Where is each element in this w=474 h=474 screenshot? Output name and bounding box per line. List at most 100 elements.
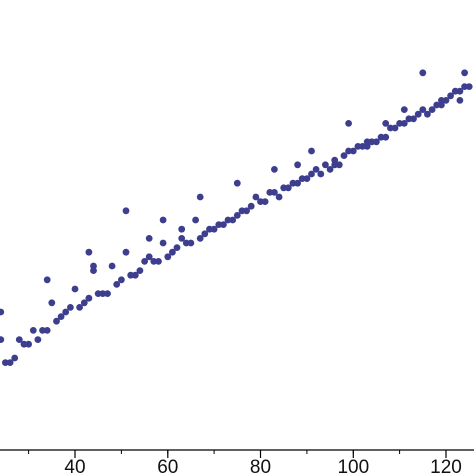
data-point [284,184,292,192]
x-tick-label: 80 [250,457,271,474]
data-point [187,239,195,247]
data-point [43,327,51,334]
data-point [0,336,5,343]
x-tick-label: 40 [64,457,85,474]
data-point [261,198,269,206]
data-point [71,285,79,293]
data-point [410,115,417,123]
data-point [178,225,186,233]
data-point [122,207,130,215]
data-point [85,248,93,256]
data-point [99,290,107,297]
data-point [0,308,5,316]
data-point [382,120,390,127]
data-point [391,124,399,132]
x-tick-label: 100 [337,457,369,474]
data-point [141,258,149,265]
data-point [169,248,176,256]
data-point [382,133,390,141]
data-point [210,225,218,233]
data-point [233,212,241,219]
data-point [25,340,32,348]
data-point [461,69,468,77]
data-point [363,138,371,146]
data-point [108,262,116,270]
data-point [456,97,464,104]
data-point [113,281,121,288]
data-point [456,87,464,95]
data-point [2,359,9,366]
data-point [39,327,46,334]
data-point [145,235,153,242]
data-point [424,110,431,118]
data-point [400,106,408,113]
data-point [159,239,167,247]
data-point [29,327,37,334]
data-point [308,170,315,178]
data-point [233,179,241,187]
data-point [229,216,237,224]
data-point [136,267,144,274]
data-point [247,202,255,210]
data-point [419,106,427,113]
data-point [322,161,329,169]
data-point [196,193,204,201]
data-point [345,120,352,127]
data-point [80,299,88,307]
data-point [150,258,158,265]
x-axis-ticks: 40 60 80 100 120 [28,450,462,474]
data-point [414,110,422,118]
data-point [164,253,172,261]
data-point [6,359,14,366]
data-point [118,276,125,284]
data-points [0,69,473,366]
data-point [340,152,348,160]
data-point [201,230,209,238]
data-point [438,97,445,104]
data-point [298,175,306,183]
data-point [196,235,204,242]
data-point [145,253,153,261]
data-point [326,166,334,173]
data-point [317,170,325,178]
data-point [359,143,366,150]
data-point [312,166,320,173]
data-point [465,83,473,90]
data-point [34,336,42,343]
data-point [131,271,139,279]
data-point [428,106,436,113]
data-point [400,120,408,127]
data-point [192,216,200,224]
data-point [62,308,70,316]
data-point [419,69,427,77]
data-point [11,354,19,362]
data-point [104,290,111,297]
data-point [159,216,167,224]
data-point [308,147,315,155]
data-point [294,179,301,187]
x-tick-label: 60 [157,457,178,474]
data-point [396,120,403,127]
data-point [155,258,162,265]
data-point [85,294,93,302]
data-point [90,262,97,270]
data-point [252,193,260,201]
data-point [15,336,23,343]
data-point [271,189,278,196]
data-point [373,138,380,146]
data-point [275,193,283,201]
data-point [173,244,181,252]
data-point [303,175,311,183]
data-point [122,248,130,256]
data-point [53,317,60,325]
data-point [271,166,278,173]
data-point [67,304,74,311]
data-point [48,299,56,307]
data-point [345,147,352,155]
data-point [243,207,251,215]
data-point [294,161,301,169]
data-point [331,161,339,169]
x-tick-label: 120 [430,457,462,474]
data-point [447,92,454,100]
data-point [349,147,357,155]
